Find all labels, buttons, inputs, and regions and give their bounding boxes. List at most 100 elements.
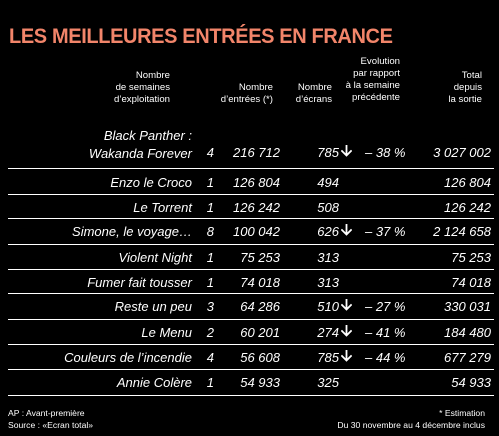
weeks-count: 1 [206,175,214,190]
header-evolution-line: à la semaine [345,80,400,91]
film-title-line: Enzo le Croco [110,175,192,190]
header-weeks-line: d’exploitation [113,94,170,105]
weeks-count: 1 [206,375,214,390]
film-title: Enzo le Croco [110,175,192,190]
footer-estimation: * Estimation [439,408,485,418]
weeks-count: 1 [206,200,214,215]
screens-count: 274 [317,325,339,340]
header-evolution-line: Evolution [360,56,400,67]
footer-dates: Du 30 novembre au 4 décembre inclus [337,420,485,430]
header-evolution-line: précédente [351,92,400,103]
screens-count: 313 [317,250,339,265]
footer-period: * Estimation Du 30 novembre au 4 décembr… [337,407,485,431]
header-total-line: la sortie [448,94,482,105]
evolution-text: – 44 % [365,350,406,365]
header-entries-line: Nombre [238,82,273,93]
film-title: Le Torrent [133,200,192,215]
header-total-line: depuis [453,82,482,93]
header-evolution-line: par rapport [353,68,400,79]
total-count: 677 279 [444,350,491,365]
table-row: Enzo le Croco 1 126 804 494 126 804 [8,170,494,195]
entries-count: 75 253 [240,250,280,265]
total-count: 3 027 002 [433,145,491,160]
screens-count: 325 [317,375,339,390]
film-title-line: Violent Night [118,250,192,265]
screens-count: 785 [317,145,339,160]
footer-ap-note: AP : Avant-première [8,408,85,418]
weeks-count: 3 [206,299,214,314]
weeks-count: 1 [206,250,214,265]
screens-count: 508 [317,200,339,215]
entries-count: 64 286 [240,299,280,314]
entries-count: 216 712 [233,145,280,160]
screens-count: 626 [317,224,339,239]
film-title-line: Black Panther : [103,128,192,143]
evolution-text: – 38 % [365,145,406,160]
film-title-line: Reste un peu [114,299,192,314]
evolution-value: – 37 % [340,223,406,239]
table-row: Couleurs de l’incendie 4 56 608 785 – 44 % 67… [8,345,494,370]
total-count: 74 018 [451,275,491,290]
weeks-count: 2 [206,325,214,340]
entries-count: 56 608 [240,350,280,365]
evolution-value: – 27 % [340,298,406,314]
entries-count: 54 933 [240,375,280,390]
evolution-value: – 41 % [340,324,405,340]
total-count: 54 933 [451,375,491,390]
table-row: Annie Colère 1 54 933 325 54 933 [8,370,494,396]
header-entries: Nombre d’entrées (*) [221,82,273,106]
film-title: Fumer fait tousser [87,275,192,290]
film-title-line: Fumer fait tousser [87,275,192,290]
film-title: Le Menu [141,325,192,340]
evolution-value: – 44 % [340,349,406,365]
weeks-count: 1 [206,275,214,290]
page-title: LES MEILLEURES ENTRÉES EN FRANCE [9,24,393,48]
arrow-down-icon [340,298,354,314]
film-title-line: Wakanda Forever [88,146,192,161]
header-screens-line: Nombre [297,82,332,93]
header-entries-line: d’entrées (*) [220,94,273,105]
table-row: Le Menu 2 60 201 274 – 41 % 184 480 [8,320,494,345]
film-title: Annie Colère [117,375,192,390]
total-count: 2 124 658 [433,224,491,239]
header-weeks: Nombre de semaines d’exploitation [114,70,170,106]
film-title-line: Couleurs de l’incendie [64,350,192,365]
film-title-line: Annie Colère [116,375,192,390]
screens-count: 785 [317,350,339,365]
table-row: Le Torrent 1 126 242 508 126 242 [8,195,494,219]
weeks-count: 4 [206,145,214,160]
header-screens: Nombre d’écrans [296,82,332,106]
film-title: Black Panther : Wakanda Forever [89,127,192,163]
arrow-down-icon [340,223,354,239]
header-evolution: Evolution par rapport à la semaine précé… [346,56,400,104]
arrow-down-icon [340,144,354,160]
screens-count: 313 [317,275,339,290]
film-title: Violent Night [119,250,192,265]
film-title-line: Simone, le voyage… [72,224,192,239]
total-count: 75 253 [451,250,491,265]
header-total: Total depuis la sortie [448,70,482,106]
entries-count: 126 242 [233,200,280,215]
header-weeks-line: Nombre [135,70,170,81]
total-count: 126 242 [444,200,491,215]
entries-count: 60 201 [240,325,280,340]
arrow-down-icon [340,349,354,365]
table-row: Violent Night 1 75 253 313 75 253 [8,245,494,270]
screens-count: 510 [317,299,339,314]
evolution-text: – 27 % [365,299,406,314]
evolution-value: – 38 % [340,144,406,160]
footer-source: Source : «Ecran total» [8,420,94,430]
screens-count: 494 [317,175,339,190]
total-count: 330 031 [444,299,491,314]
entries-count: 126 804 [233,175,280,190]
footer-notes: AP : Avant-première Source : «Ecran tota… [8,407,93,431]
table-row: Simone, le voyage… 8 100 042 626 – 37 % 2 124… [8,219,494,245]
film-title-line: Le Torrent [133,200,192,215]
arrow-down-icon [340,324,354,340]
film-title: Reste un peu [115,299,192,314]
total-count: 184 480 [444,325,491,340]
table-row: Reste un peu 3 64 286 510 – 27 % 330 031 [8,294,494,320]
entries-count: 74 018 [240,275,280,290]
evolution-text: – 37 % [365,224,406,239]
film-title: Simone, le voyage… [72,224,192,239]
